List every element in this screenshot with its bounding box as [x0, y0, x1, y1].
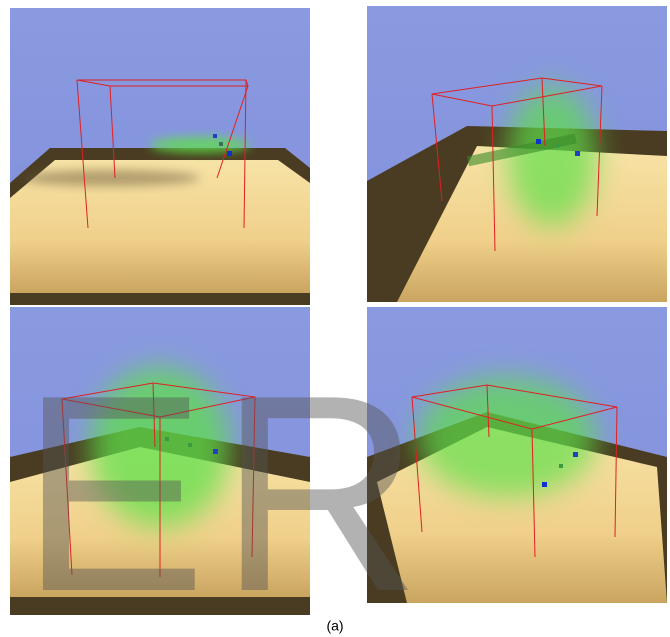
render-panel: [10, 8, 310, 305]
render-panel: [367, 6, 667, 302]
watermark: ER: [20, 338, 433, 637]
caption: (a): [326, 618, 343, 634]
figure: ER (a): [0, 0, 670, 637]
